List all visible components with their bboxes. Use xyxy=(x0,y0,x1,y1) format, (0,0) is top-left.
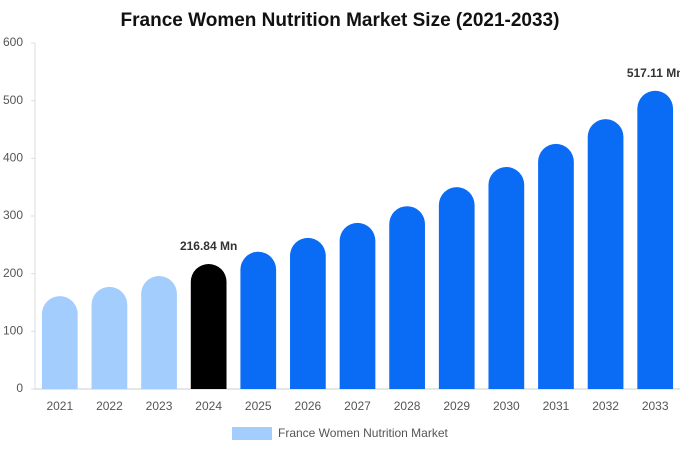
bar xyxy=(389,206,425,389)
bar xyxy=(339,222,376,389)
x-tick-label: 2021 xyxy=(46,399,73,413)
bar xyxy=(538,143,574,389)
x-tick-label: 2023 xyxy=(146,399,173,413)
bar xyxy=(637,90,674,389)
x-tick-label: 2025 xyxy=(245,399,272,413)
x-tick-label: 2029 xyxy=(443,399,470,413)
bar xyxy=(240,251,277,389)
x-tick-label: 2026 xyxy=(295,399,322,413)
y-tick-label: 600 xyxy=(3,35,23,49)
legend-swatch xyxy=(232,427,272,440)
bar xyxy=(290,237,326,389)
data-label: 216.84 Mn xyxy=(180,239,237,253)
bar xyxy=(587,119,624,390)
bar xyxy=(41,296,78,389)
data-label: 517.11 Mn xyxy=(627,66,680,80)
y-tick-label: 100 xyxy=(3,324,23,338)
bar xyxy=(91,286,128,389)
x-tick-label: 2032 xyxy=(592,399,619,413)
bar xyxy=(141,275,177,389)
x-tick-label: 2031 xyxy=(543,399,570,413)
x-tick-label: 2030 xyxy=(493,399,520,413)
chart-title: France Women Nutrition Market Size (2021… xyxy=(121,10,560,31)
bar xyxy=(488,166,525,389)
bar xyxy=(190,263,227,389)
x-tick-label: 2024 xyxy=(195,399,222,413)
y-tick-label: 300 xyxy=(3,208,23,222)
y-tick-label: 400 xyxy=(3,151,23,165)
bar xyxy=(438,187,475,389)
y-tick-label: 500 xyxy=(3,93,23,107)
y-tick-label: 0 xyxy=(16,381,23,395)
x-tick-label: 2022 xyxy=(96,399,123,413)
x-tick-label: 2028 xyxy=(394,399,421,413)
legend-label: France Women Nutrition Market xyxy=(278,426,449,440)
y-tick-label: 200 xyxy=(3,266,23,280)
x-tick-label: 2027 xyxy=(344,399,371,413)
x-tick-label: 2033 xyxy=(642,399,669,413)
